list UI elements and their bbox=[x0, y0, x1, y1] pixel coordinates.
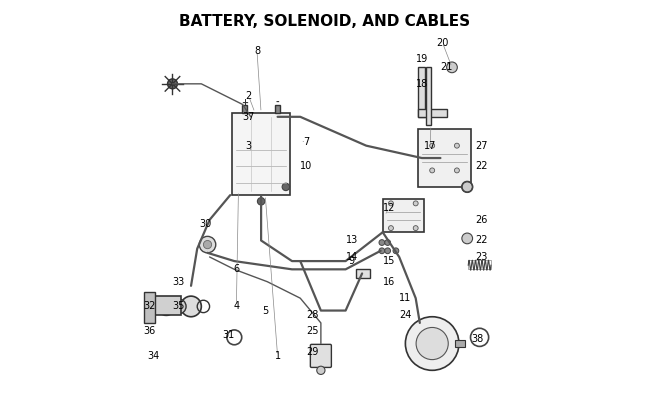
Text: 38: 38 bbox=[471, 334, 484, 344]
Circle shape bbox=[416, 327, 448, 360]
Circle shape bbox=[447, 62, 458, 73]
Circle shape bbox=[454, 143, 460, 148]
Bar bbox=[242, 105, 247, 113]
Text: 15: 15 bbox=[383, 256, 395, 266]
Circle shape bbox=[257, 198, 265, 205]
Text: 31: 31 bbox=[222, 330, 234, 340]
Text: 4: 4 bbox=[233, 301, 239, 311]
Text: 7: 7 bbox=[304, 137, 309, 146]
Text: 25: 25 bbox=[306, 326, 319, 336]
Bar bbox=[154, 296, 181, 315]
FancyBboxPatch shape bbox=[232, 113, 290, 195]
Text: 28: 28 bbox=[306, 310, 318, 320]
Text: 21: 21 bbox=[441, 62, 453, 72]
Circle shape bbox=[379, 248, 385, 254]
Circle shape bbox=[462, 233, 473, 244]
Text: 36: 36 bbox=[144, 326, 156, 336]
Circle shape bbox=[168, 79, 177, 89]
FancyBboxPatch shape bbox=[383, 199, 424, 232]
Text: 30: 30 bbox=[200, 219, 212, 229]
Circle shape bbox=[413, 201, 418, 206]
Circle shape bbox=[317, 366, 325, 374]
Circle shape bbox=[389, 201, 393, 206]
Bar bbox=[275, 105, 280, 113]
Text: 2: 2 bbox=[246, 91, 252, 101]
Circle shape bbox=[413, 226, 418, 231]
Bar bbox=[426, 67, 431, 125]
Circle shape bbox=[389, 226, 393, 231]
Text: 16: 16 bbox=[383, 277, 395, 287]
Circle shape bbox=[430, 168, 435, 173]
Circle shape bbox=[282, 183, 289, 190]
Text: 23: 23 bbox=[475, 252, 488, 262]
Text: +: + bbox=[241, 98, 248, 107]
Text: 29: 29 bbox=[306, 347, 318, 357]
Circle shape bbox=[379, 239, 385, 245]
Text: 32: 32 bbox=[144, 301, 156, 311]
FancyBboxPatch shape bbox=[310, 344, 332, 367]
Text: 33: 33 bbox=[172, 277, 185, 287]
Text: 26: 26 bbox=[475, 215, 488, 225]
Text: 8: 8 bbox=[254, 46, 260, 56]
Bar bbox=[469, 260, 491, 269]
Text: 11: 11 bbox=[399, 293, 411, 303]
Text: 6: 6 bbox=[233, 264, 239, 274]
Circle shape bbox=[200, 237, 216, 253]
Text: 9: 9 bbox=[349, 256, 355, 266]
Text: 20: 20 bbox=[436, 38, 448, 48]
Text: 5: 5 bbox=[262, 305, 268, 315]
Circle shape bbox=[385, 239, 391, 245]
Text: 1: 1 bbox=[274, 351, 281, 361]
Text: 3: 3 bbox=[246, 141, 252, 151]
Bar bbox=[144, 292, 155, 323]
Text: 19: 19 bbox=[416, 54, 428, 64]
Text: 27: 27 bbox=[475, 141, 488, 151]
Text: 10: 10 bbox=[300, 161, 313, 171]
Text: 14: 14 bbox=[346, 252, 358, 262]
Bar bbox=[356, 269, 370, 278]
Circle shape bbox=[454, 168, 460, 173]
Text: 22: 22 bbox=[475, 161, 488, 171]
Text: 37: 37 bbox=[242, 112, 255, 122]
Circle shape bbox=[430, 143, 435, 148]
Text: 24: 24 bbox=[399, 310, 411, 320]
Bar bbox=[455, 340, 465, 347]
Text: 35: 35 bbox=[172, 301, 185, 311]
Text: 17: 17 bbox=[424, 141, 436, 151]
Text: 34: 34 bbox=[148, 351, 160, 361]
Text: 18: 18 bbox=[416, 79, 428, 89]
FancyBboxPatch shape bbox=[418, 129, 471, 187]
Text: 22: 22 bbox=[475, 235, 488, 246]
Circle shape bbox=[385, 248, 391, 254]
Text: -: - bbox=[276, 98, 279, 107]
Text: 12: 12 bbox=[383, 203, 395, 212]
Circle shape bbox=[171, 299, 186, 314]
Circle shape bbox=[157, 298, 176, 315]
Circle shape bbox=[203, 240, 212, 249]
Text: 13: 13 bbox=[346, 235, 358, 246]
Text: BATTERY, SOLENOID, AND CABLES: BATTERY, SOLENOID, AND CABLES bbox=[179, 14, 471, 29]
Circle shape bbox=[181, 296, 202, 317]
Circle shape bbox=[406, 317, 459, 370]
Circle shape bbox=[393, 248, 399, 254]
Bar bbox=[418, 110, 447, 117]
Circle shape bbox=[462, 181, 473, 192]
Bar bbox=[418, 67, 425, 117]
